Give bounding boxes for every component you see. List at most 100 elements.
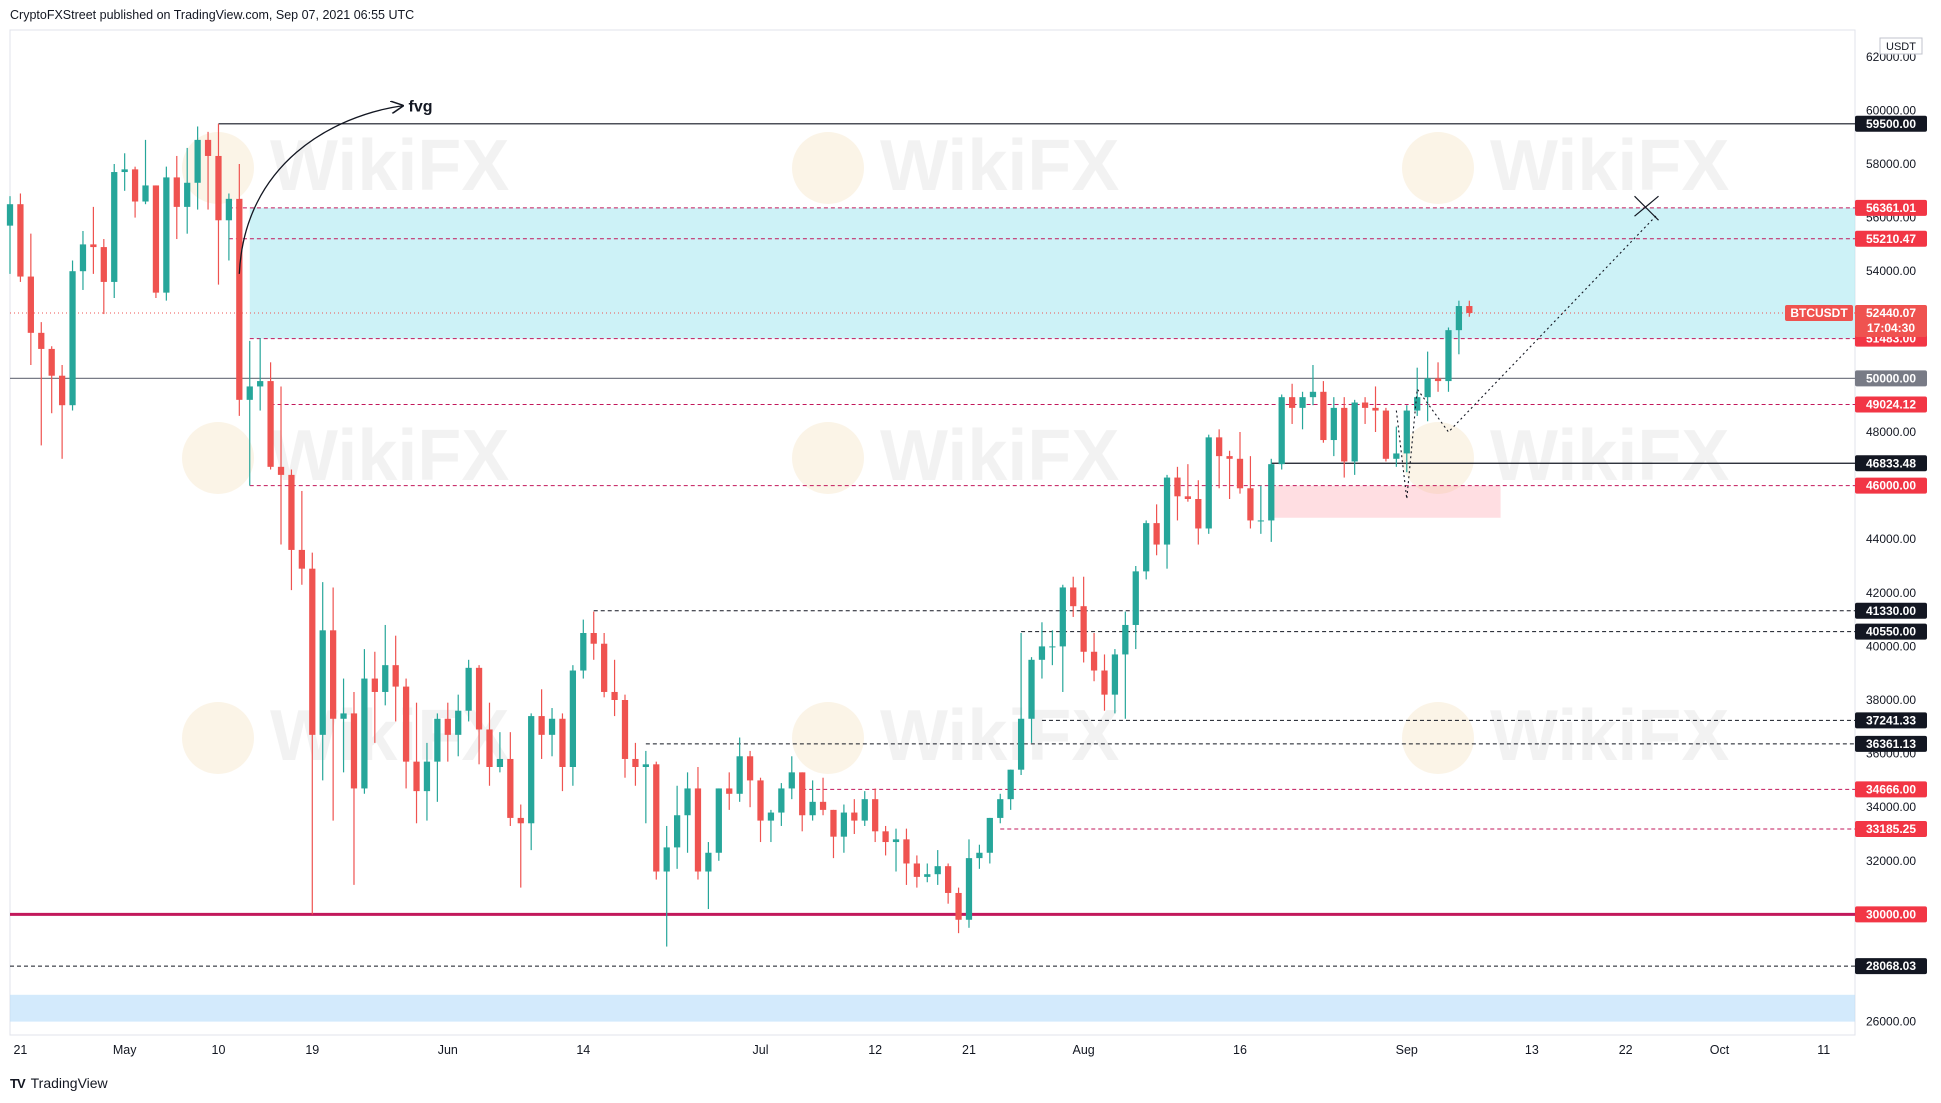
candle (288, 469, 295, 591)
candle (1184, 464, 1192, 502)
candle (611, 659, 618, 717)
candle (371, 651, 378, 743)
candle (851, 799, 858, 834)
footer-branding[interactable]: TV TradingView (10, 1075, 108, 1091)
price-label-bg (1855, 735, 1927, 752)
candle-body (173, 177, 180, 207)
candle-body (1236, 458, 1244, 489)
current-price-label-bg (1855, 305, 1927, 338)
candle-body (111, 172, 118, 282)
candle (1038, 622, 1046, 679)
watermark-text: WikiFX (1490, 416, 1729, 496)
candle (475, 665, 483, 765)
candle-body (1111, 654, 1119, 695)
y-tick-label: 32000.00 (1866, 854, 1916, 868)
candle (653, 761, 660, 880)
candle-body (1174, 477, 1181, 497)
candle (1330, 397, 1337, 457)
candle-body (538, 716, 545, 735)
candle-body (1372, 407, 1379, 411)
candle-body (1393, 453, 1400, 459)
candle (330, 587, 337, 821)
candle-body (882, 831, 889, 843)
price-label-text: 59500.00 (1866, 117, 1916, 131)
candle-body (496, 758, 504, 767)
price-label-text: 34666.00 (1866, 782, 1916, 796)
symbol-label-bg (1785, 305, 1853, 322)
candle-body (861, 799, 868, 821)
candle (17, 193, 24, 282)
candle-body (705, 852, 712, 872)
watermark-badge-icon (1402, 422, 1474, 494)
candle (757, 777, 764, 843)
candle (1049, 630, 1056, 666)
candle-body (340, 713, 347, 719)
candle-body (17, 204, 24, 277)
x-tick-label: Aug (1073, 1043, 1095, 1057)
candle (131, 166, 139, 218)
candle (90, 206, 97, 274)
candle-body (507, 758, 514, 818)
candle (580, 619, 587, 679)
candle-body (1205, 437, 1212, 529)
candle (694, 767, 702, 880)
candle-body (1424, 378, 1431, 398)
candle (507, 732, 514, 826)
candle (1372, 386, 1379, 432)
candle (1466, 300, 1473, 317)
watermark-badge-icon (1402, 132, 1474, 204)
candle-body (1257, 520, 1264, 522)
candle-body (1247, 488, 1254, 521)
candle (350, 691, 358, 885)
candle-body (194, 139, 201, 183)
fvg-annotation: fvg (409, 99, 433, 116)
candle-body (778, 788, 785, 813)
candle (945, 863, 952, 904)
watermark-text: WikiFX (270, 416, 509, 496)
price-label-bg (1855, 115, 1927, 132)
candle (903, 828, 910, 885)
candle (246, 340, 253, 486)
candle-body (632, 758, 639, 767)
candle-body (1049, 646, 1056, 648)
candle (423, 742, 431, 821)
price-label-bg (1855, 821, 1927, 838)
candle-body (100, 247, 107, 282)
x-tick-label: 22 (1619, 1043, 1633, 1057)
candle (184, 147, 191, 234)
candle (1132, 566, 1139, 650)
candle (621, 694, 629, 778)
watermark-badge-icon (792, 132, 864, 204)
price-label: 37241.33 (1855, 712, 1927, 729)
price-label-text: 28068.03 (1866, 959, 1916, 973)
x-tick-label: Oct (1710, 1043, 1730, 1057)
x-tick-label: Jun (438, 1043, 458, 1057)
candle-body (1017, 718, 1025, 770)
candle-body (434, 718, 441, 762)
price-label-bg (1855, 602, 1927, 619)
price-label: 59500.00 (1855, 115, 1927, 132)
candle-body (309, 568, 316, 735)
candle-body (246, 386, 253, 400)
candle (632, 742, 639, 786)
price-label-text: 41330.00 (1866, 604, 1916, 618)
candle-body (663, 847, 670, 872)
candle-body (1195, 499, 1202, 529)
price-label: 36361.13 (1855, 735, 1927, 752)
price-label-bg (1855, 623, 1927, 640)
candle-body (361, 678, 368, 789)
candle (267, 362, 274, 470)
candle-body (444, 718, 451, 735)
y-tick-label: 42000.00 (1866, 586, 1916, 600)
price-label-bg (1855, 230, 1927, 247)
candle (1382, 407, 1390, 462)
candle-body (413, 761, 420, 792)
candle-body (121, 169, 128, 173)
candle-body (1070, 587, 1077, 607)
candle (434, 713, 441, 802)
current-price-label: 52440.07 (1866, 306, 1916, 320)
price-label-bg (1855, 455, 1927, 472)
candle-body (799, 772, 806, 816)
candle-body (642, 764, 649, 767)
